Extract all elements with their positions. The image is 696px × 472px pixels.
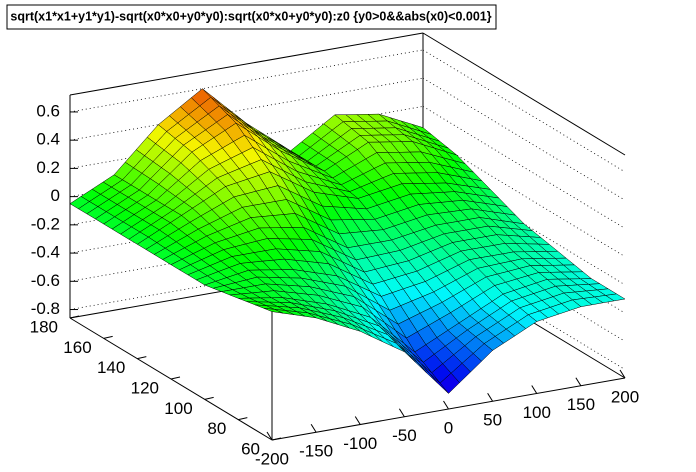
x-tick-label: 0: [444, 418, 453, 437]
x-tick-label: 100: [523, 403, 551, 422]
surface-cell: [263, 307, 284, 314]
y-tick: [238, 417, 248, 421]
x-tick-label: -100: [343, 434, 377, 453]
x-tick: [619, 369, 626, 379]
x-tick-label: 200: [611, 387, 639, 406]
y-tick-label: 180: [30, 317, 58, 336]
y-tick-label: 80: [207, 419, 226, 438]
x-tick: [266, 431, 273, 441]
title-box: [6, 4, 497, 30]
grid-line: [422, 77, 626, 201]
x-tick-label: -50: [392, 426, 417, 445]
z-tick-label: 0.6: [36, 101, 60, 120]
x-tick-label: -200: [255, 449, 289, 468]
x-tick: [487, 392, 494, 402]
y-tick: [204, 396, 214, 400]
grid-line: [422, 134, 626, 257]
grid-line: [422, 106, 626, 229]
x-tick-label: 150: [567, 395, 595, 414]
z-tick-label: -0.2: [31, 214, 60, 233]
y-tick: [271, 437, 282, 441]
grid-line: [422, 218, 626, 342]
grid-line: [422, 162, 626, 286]
z-tick-label: -0.4: [31, 243, 60, 262]
y-tick: [170, 376, 181, 380]
y-tick-label: 160: [63, 338, 91, 357]
y-tick-label: 60: [241, 439, 260, 458]
grid-line: [422, 49, 626, 173]
x-tick: [310, 423, 317, 433]
x-tick: [398, 408, 405, 418]
box-edge: [69, 32, 424, 96]
x-tick: [443, 400, 449, 410]
x-tick: [354, 416, 361, 425]
y-tick-label: 120: [131, 378, 159, 397]
chart-title: sqrt(x1*x1+y1*y1)-sqrt(x0*x0+y0*y0):sqrt…: [10, 9, 491, 23]
y-tick-label: 100: [164, 399, 192, 418]
x-tick-label: 50: [483, 411, 502, 430]
y-tick: [137, 356, 147, 360]
z-tick-label: -0.6: [31, 271, 60, 290]
x-tick: [531, 385, 538, 394]
x-tick: [575, 377, 582, 387]
y-tick: [103, 335, 113, 339]
grid-line: [422, 247, 626, 370]
x-tick-label: -150: [299, 442, 333, 461]
z-tick-label: 0: [51, 186, 60, 205]
y-tick: [69, 315, 80, 319]
z-tick-label: -0.8: [31, 299, 60, 318]
box-edge: [422, 32, 626, 156]
y-tick-label: 140: [97, 358, 125, 377]
z-tick-label: 0.2: [36, 158, 60, 177]
z-tick-label: 0.4: [36, 130, 60, 149]
